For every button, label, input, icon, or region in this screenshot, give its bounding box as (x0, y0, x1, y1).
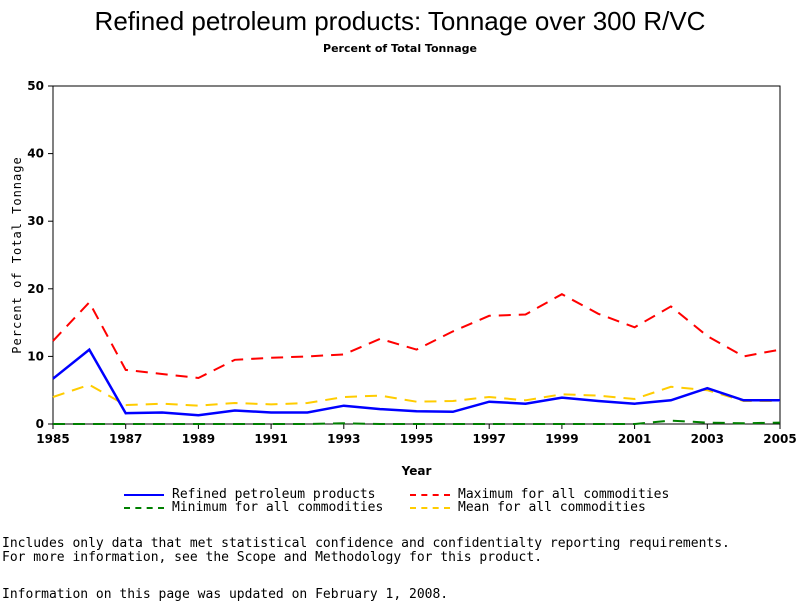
y-tick-label-10: 10 (27, 349, 44, 363)
x-tick-label-1985: 1985 (36, 432, 69, 446)
x-tick-label-2001: 2001 (618, 432, 651, 446)
legend-label-mean: Mean for all commodities (458, 500, 646, 515)
legend-swatch-maximum (410, 494, 450, 496)
footnote-updated: Information on this page was updated on … (2, 587, 449, 602)
x-tick-label-1989: 1989 (182, 432, 215, 446)
y-axis-label: Percent of Total Tonnage (10, 156, 24, 353)
legend-label-refined: Refined petroleum products (172, 487, 376, 502)
series-line-minimum-for-all-commodities (53, 419, 781, 425)
series-line-mean-for-all-commodities (52, 383, 780, 407)
chart-title: Refined petroleum products: Tonnage over… (94, 6, 706, 36)
footnote-methodology: For more information, see the Scope and … (2, 550, 543, 565)
legend-swatch-minimum (124, 507, 164, 509)
x-tick-label-1987: 1987 (109, 432, 142, 446)
footnote-confidence: Includes only data that met statistical … (2, 536, 730, 551)
x-tick-label-2003: 2003 (691, 432, 724, 446)
y-tick-label-40: 40 (27, 147, 44, 161)
legend-label-maximum: Maximum for all commodities (458, 487, 670, 502)
legend-swatch-mean (410, 507, 450, 509)
legend-swatch-refined (124, 494, 164, 496)
y-tick-label-20: 20 (27, 282, 44, 296)
y-tick-label-50: 50 (27, 79, 44, 93)
x-tick-label-1991: 1991 (254, 432, 287, 446)
chart-subtitle: Percent of Total Tonnage (323, 42, 477, 55)
series-line-maximum-for-all-commodities (52, 293, 781, 380)
series-line-refined-petroleum-products (52, 347, 780, 417)
x-tick-label-1993: 1993 (327, 432, 360, 446)
x-tick-label-1999: 1999 (545, 432, 578, 446)
y-tick-label-0: 0 (36, 417, 44, 431)
x-tick-label-1995: 1995 (400, 432, 433, 446)
legend-label-minimum: Minimum for all commodities (172, 500, 384, 515)
y-tick-label-30: 30 (27, 214, 44, 228)
x-tick-label-2005: 2005 (763, 432, 796, 446)
line-chart: 0 10 20 30 40 50 1985 1987 1989 1991 1993 1995 1997 1… (10, 79, 797, 478)
x-tick-label-1997: 1997 (472, 432, 505, 446)
x-axis-label: Year (401, 464, 432, 478)
